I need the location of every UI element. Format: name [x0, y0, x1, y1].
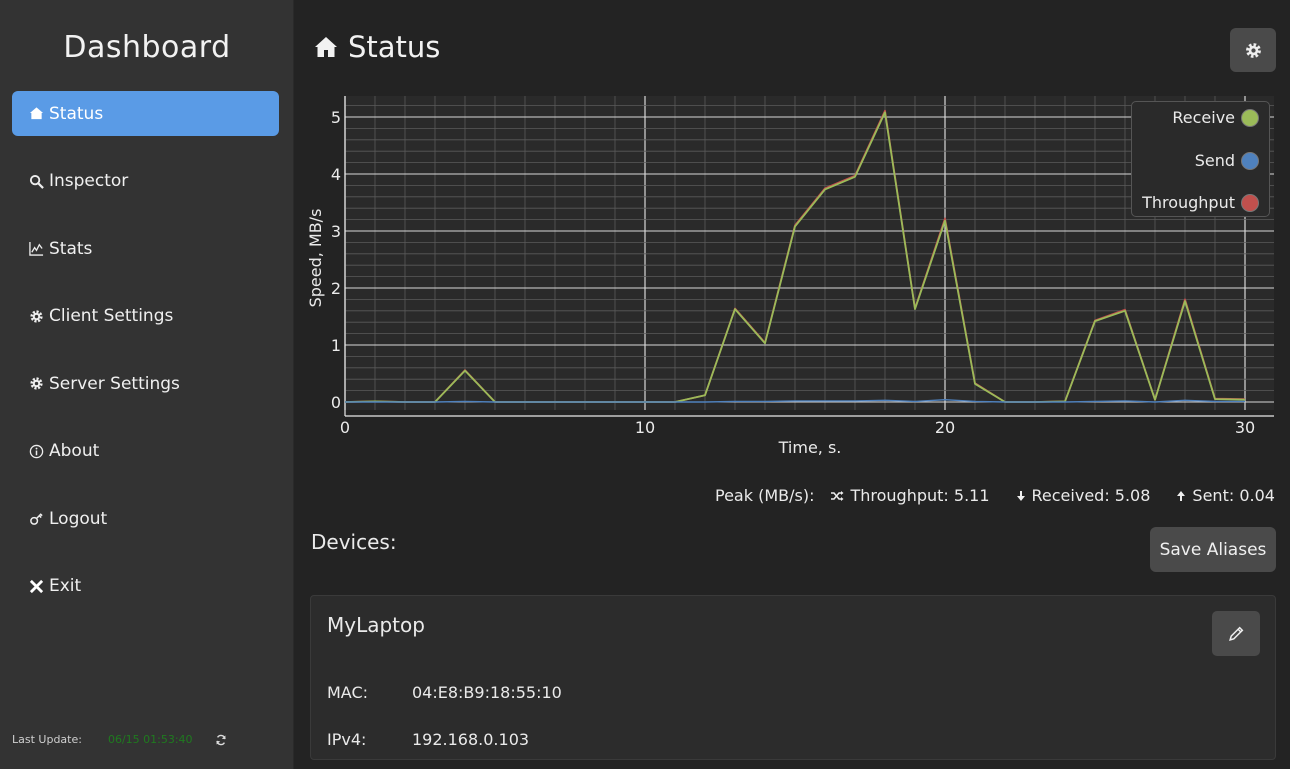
pencil-icon: [1228, 625, 1245, 642]
legend-swatch: [1241, 108, 1259, 127]
legend-label: Receive: [1172, 108, 1235, 127]
peak-received-text: Received: 5.08: [1031, 486, 1151, 505]
legend-item-send[interactable]: Send: [1195, 151, 1259, 170]
sidebar-item-label: Logout: [49, 508, 108, 529]
devices-heading: Devices:: [311, 530, 397, 554]
x-tick-label: 0: [340, 418, 350, 437]
page-title-text: Status: [348, 30, 441, 64]
sidebar-item-stats[interactable]: Stats: [12, 226, 279, 271]
legend-label: Throughput: [1142, 193, 1235, 212]
sidebar-nav: Status Inspector Stats Client Settings S…: [12, 91, 279, 631]
peak-received: Received: 5.08: [1016, 486, 1151, 505]
legend-swatch: [1241, 151, 1259, 170]
x-tick-label: 10: [635, 418, 655, 437]
y-tick-label: 0: [331, 393, 341, 412]
device-card: MyLaptop MAC: 04:E8:B9:18:55:10 IPv4: 19…: [310, 595, 1276, 760]
y-tick-label: 2: [331, 279, 341, 298]
peak-label: Peak (MB/s):: [715, 486, 815, 505]
sidebar-item-about[interactable]: About: [12, 429, 279, 474]
y-tick-label: 1: [331, 336, 341, 355]
sidebar-item-label: Client Settings: [49, 306, 174, 326]
device-name: MyLaptop: [327, 613, 425, 637]
info-icon: [28, 443, 45, 460]
legend-label: Send: [1194, 151, 1235, 170]
unlock-icon: [28, 510, 45, 527]
sidebar-item-status[interactable]: Status: [12, 91, 279, 136]
sidebar-item-label: Inspector: [49, 171, 129, 191]
legend-swatch: [1241, 193, 1259, 212]
last-update-time: 06/15 01:53:40: [107, 733, 193, 746]
chart-legend: Receive Send Throughput: [1131, 101, 1270, 217]
speed-chart-svg: 0 10 20 30 0 1 2 3 4 5 Time, s. Speed, MB/s: [306, 96, 1274, 457]
sidebar-item-inspector[interactable]: Inspector: [12, 159, 279, 204]
legend-item-throughput[interactable]: Throughput: [1142, 193, 1259, 212]
sidebar-item-label: About: [49, 441, 100, 461]
page-title: Status: [314, 30, 440, 64]
x-axis-label: Time, s.: [778, 438, 842, 457]
peak-sent: Sent: 0.04: [1176, 486, 1275, 505]
sidebar-item-label: Exit: [49, 576, 82, 596]
last-update: Last Update: 06/15 01:53:40: [12, 733, 227, 746]
refresh-icon[interactable]: [215, 734, 227, 746]
device-ipv4-row: IPv4: 192.168.0.103: [327, 730, 529, 749]
y-tick-label: 4: [331, 165, 341, 184]
ipv4-label: IPv4:: [327, 730, 367, 749]
gear-icon: [28, 375, 45, 392]
sidebar-item-client-settings[interactable]: Client Settings: [12, 294, 279, 339]
y-tick-label: 3: [331, 222, 341, 241]
plot-background: [345, 96, 1274, 410]
save-aliases-button[interactable]: Save Aliases: [1150, 527, 1276, 572]
sidebar-item-label: Stats: [49, 238, 93, 259]
y-tick-label: 5: [331, 108, 341, 127]
home-icon: [28, 105, 45, 122]
mac-label: MAC:: [327, 683, 369, 702]
gear-icon: [1245, 42, 1262, 59]
peak-sent-text: Sent: 0.04: [1192, 486, 1275, 505]
close-icon: [28, 578, 45, 595]
peak-throughput: Throughput: 5.11: [830, 486, 990, 505]
ipv4-value: 192.168.0.103: [412, 730, 530, 749]
sidebar-item-server-settings[interactable]: Server Settings: [12, 361, 279, 406]
home-icon: [314, 35, 338, 59]
x-tick-label: 30: [1235, 418, 1255, 437]
settings-button[interactable]: [1230, 28, 1276, 72]
peak-throughput-text: Throughput: 5.11: [850, 486, 990, 505]
device-mac-row: MAC: 04:E8:B9:18:55:10: [327, 683, 562, 702]
search-icon: [28, 173, 45, 190]
legend-item-receive[interactable]: Receive: [1172, 108, 1259, 127]
arrow-up-icon: [1177, 490, 1186, 501]
arrow-down-icon: [1016, 490, 1025, 501]
chart-line-icon: [28, 240, 45, 257]
sidebar-item-label: Server Settings: [49, 373, 180, 394]
sidebar-item-exit[interactable]: Exit: [12, 564, 279, 609]
mac-value: 04:E8:B9:18:55:10: [412, 683, 562, 702]
sidebar: Dashboard Status Inspector Stats Client …: [0, 0, 294, 769]
series-line-send: [345, 399, 1245, 403]
shuffle-icon: [831, 490, 844, 501]
gear-icon: [28, 308, 45, 325]
peak-stats: Peak (MB/s): Throughput: 5.11 Received: …: [715, 486, 1275, 505]
sidebar-item-label: Status: [49, 103, 104, 124]
y-axis-label: Speed, MB/s: [306, 209, 325, 308]
sidebar-item-logout[interactable]: Logout: [12, 496, 279, 541]
brand-title: Dashboard: [63, 30, 231, 65]
edit-alias-button[interactable]: [1212, 611, 1260, 656]
speed-chart: 0 10 20 30 0 1 2 3 4 5 Time, s. Speed, MB/s: [300, 90, 1290, 470]
x-tick-label: 20: [935, 418, 955, 437]
last-update-label: Last Update:: [12, 733, 82, 746]
